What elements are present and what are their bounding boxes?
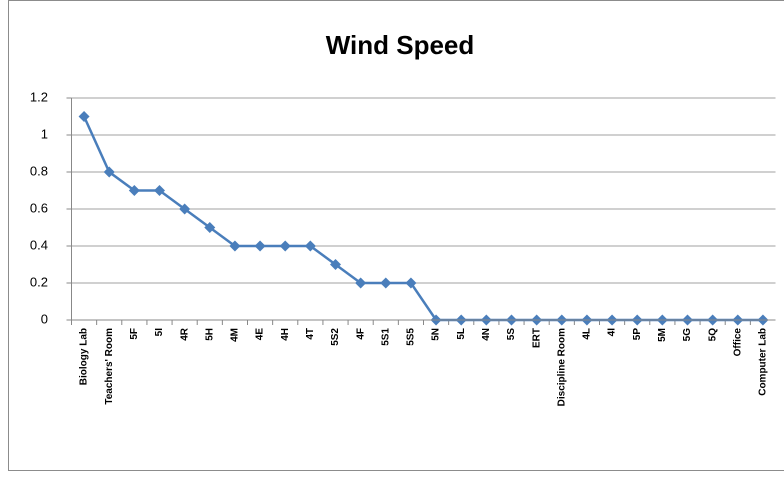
data-point — [128, 185, 140, 196]
data-point — [78, 111, 90, 122]
data-point — [405, 277, 417, 289]
x-tick-label: 4L — [582, 328, 593, 340]
data-point — [330, 259, 341, 270]
y-tick-label: 1.2 — [30, 89, 48, 104]
x-tick-label: 5N — [431, 328, 442, 341]
x-tick-label: 4R — [179, 327, 190, 341]
chart-frame — [8, 0, 784, 471]
x-tick-label: Computer Lab — [758, 328, 769, 396]
x-tick-label: Discipline Room — [556, 328, 567, 406]
data-point — [355, 277, 367, 289]
x-tick-label: 5Q — [707, 328, 718, 342]
data-point — [204, 222, 216, 233]
x-tick-label: Office — [732, 328, 743, 357]
x-tick-label: 4H — [280, 328, 291, 341]
data-point — [279, 240, 291, 252]
x-tick-label: 5S — [506, 328, 517, 341]
chart-title: Wind Speed — [326, 30, 475, 60]
x-tick-label: 5L — [456, 328, 467, 340]
data-point — [179, 203, 191, 215]
data-point — [304, 240, 316, 252]
y-tick-label: 1 — [41, 126, 48, 141]
x-tick-label: 4M — [230, 328, 241, 342]
data-point — [154, 185, 165, 196]
y-tick-label: 0.6 — [30, 200, 48, 215]
x-tick-label: Biology Lab — [79, 328, 90, 385]
y-tick-label: 0.2 — [30, 274, 48, 289]
x-tick-label: Teachers' Room — [104, 328, 115, 405]
x-tick-label: 5F — [129, 328, 140, 340]
data-point — [103, 166, 115, 178]
x-tick-label: 4F — [355, 328, 366, 340]
x-tick-label: 5S2 — [330, 328, 341, 346]
y-tick-label: 0.8 — [30, 163, 48, 178]
data-point — [254, 240, 266, 252]
x-tick-label: ERT — [531, 328, 542, 348]
y-tick-label: 0.4 — [30, 237, 48, 252]
x-tick-label: 5G — [682, 328, 693, 342]
x-tick-label: 5S1 — [380, 328, 391, 346]
x-tick-label: 5H — [204, 328, 215, 341]
x-tick-label: 4I — [607, 328, 618, 337]
x-tick-label: 5S5 — [406, 328, 417, 346]
data-point — [380, 277, 392, 289]
x-tick-label: 5I — [154, 328, 165, 337]
x-tick-label: 4T — [305, 328, 316, 340]
x-tick-label: 4E — [255, 328, 266, 341]
data-point — [229, 240, 241, 252]
y-tick-label: 0 — [41, 311, 48, 326]
x-tick-label: 5P — [632, 328, 643, 341]
x-tick-label: 4N — [481, 328, 492, 341]
x-tick-label: 5M — [657, 328, 668, 342]
